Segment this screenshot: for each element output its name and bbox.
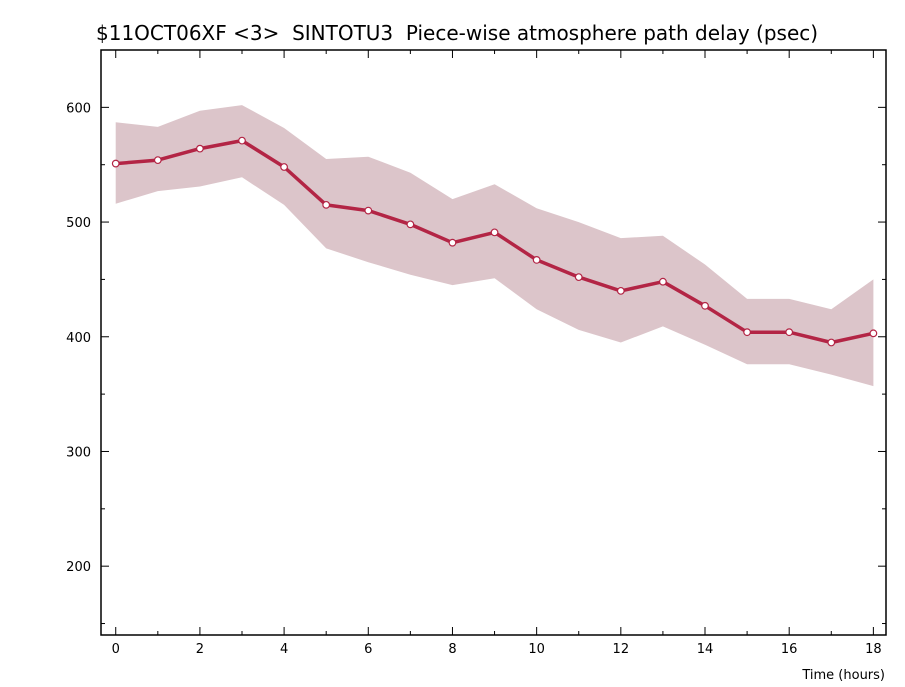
data-point [153,156,162,165]
data-point [869,329,878,338]
y-tick-label: 500 [66,216,91,231]
uncertainty-band [115,105,874,387]
x-tick-label: 2 [196,642,204,657]
axes: 0 2 4 6 8 10 12 14 16 18 200 300 400 500 600 [66,49,887,657]
data-point [406,220,415,229]
x-tick-label: 6 [364,642,372,657]
data-point [785,328,794,337]
data-point [616,286,625,295]
data-point [701,301,709,310]
plot-frame [100,49,887,636]
data-point [532,256,541,264]
x-tick-label: 4 [280,642,288,657]
x-tick-label: 18 [865,642,882,657]
data-point [238,136,246,145]
data-point [743,328,751,337]
x-tick-label: 0 [112,642,120,657]
x-tick-label: 16 [781,642,798,657]
data-point [490,228,499,237]
data-point [574,273,583,282]
y-tick-label: 300 [66,445,91,460]
data-point [111,159,120,168]
data-point [448,238,457,247]
y-tick-label: 400 [66,331,91,346]
y-tick-label: 600 [66,101,91,116]
data-point [659,277,667,286]
data-point [827,338,836,347]
x-tick-label: 12 [613,642,630,657]
y-tick-label: 200 [66,560,91,575]
x-tick-label: 10 [528,642,545,657]
data-point [196,144,204,153]
data-point [280,163,288,171]
data-point [322,200,331,209]
x-tick-label: 8 [448,642,456,657]
data-point [364,206,373,215]
x-tick-label: 14 [697,642,714,657]
chart-title: $11OCT06XF <3> SINTOTU3 Piece-wise atmos… [96,21,818,45]
x-axis-label: Time (hours) [801,668,885,683]
plot-area [111,105,878,387]
